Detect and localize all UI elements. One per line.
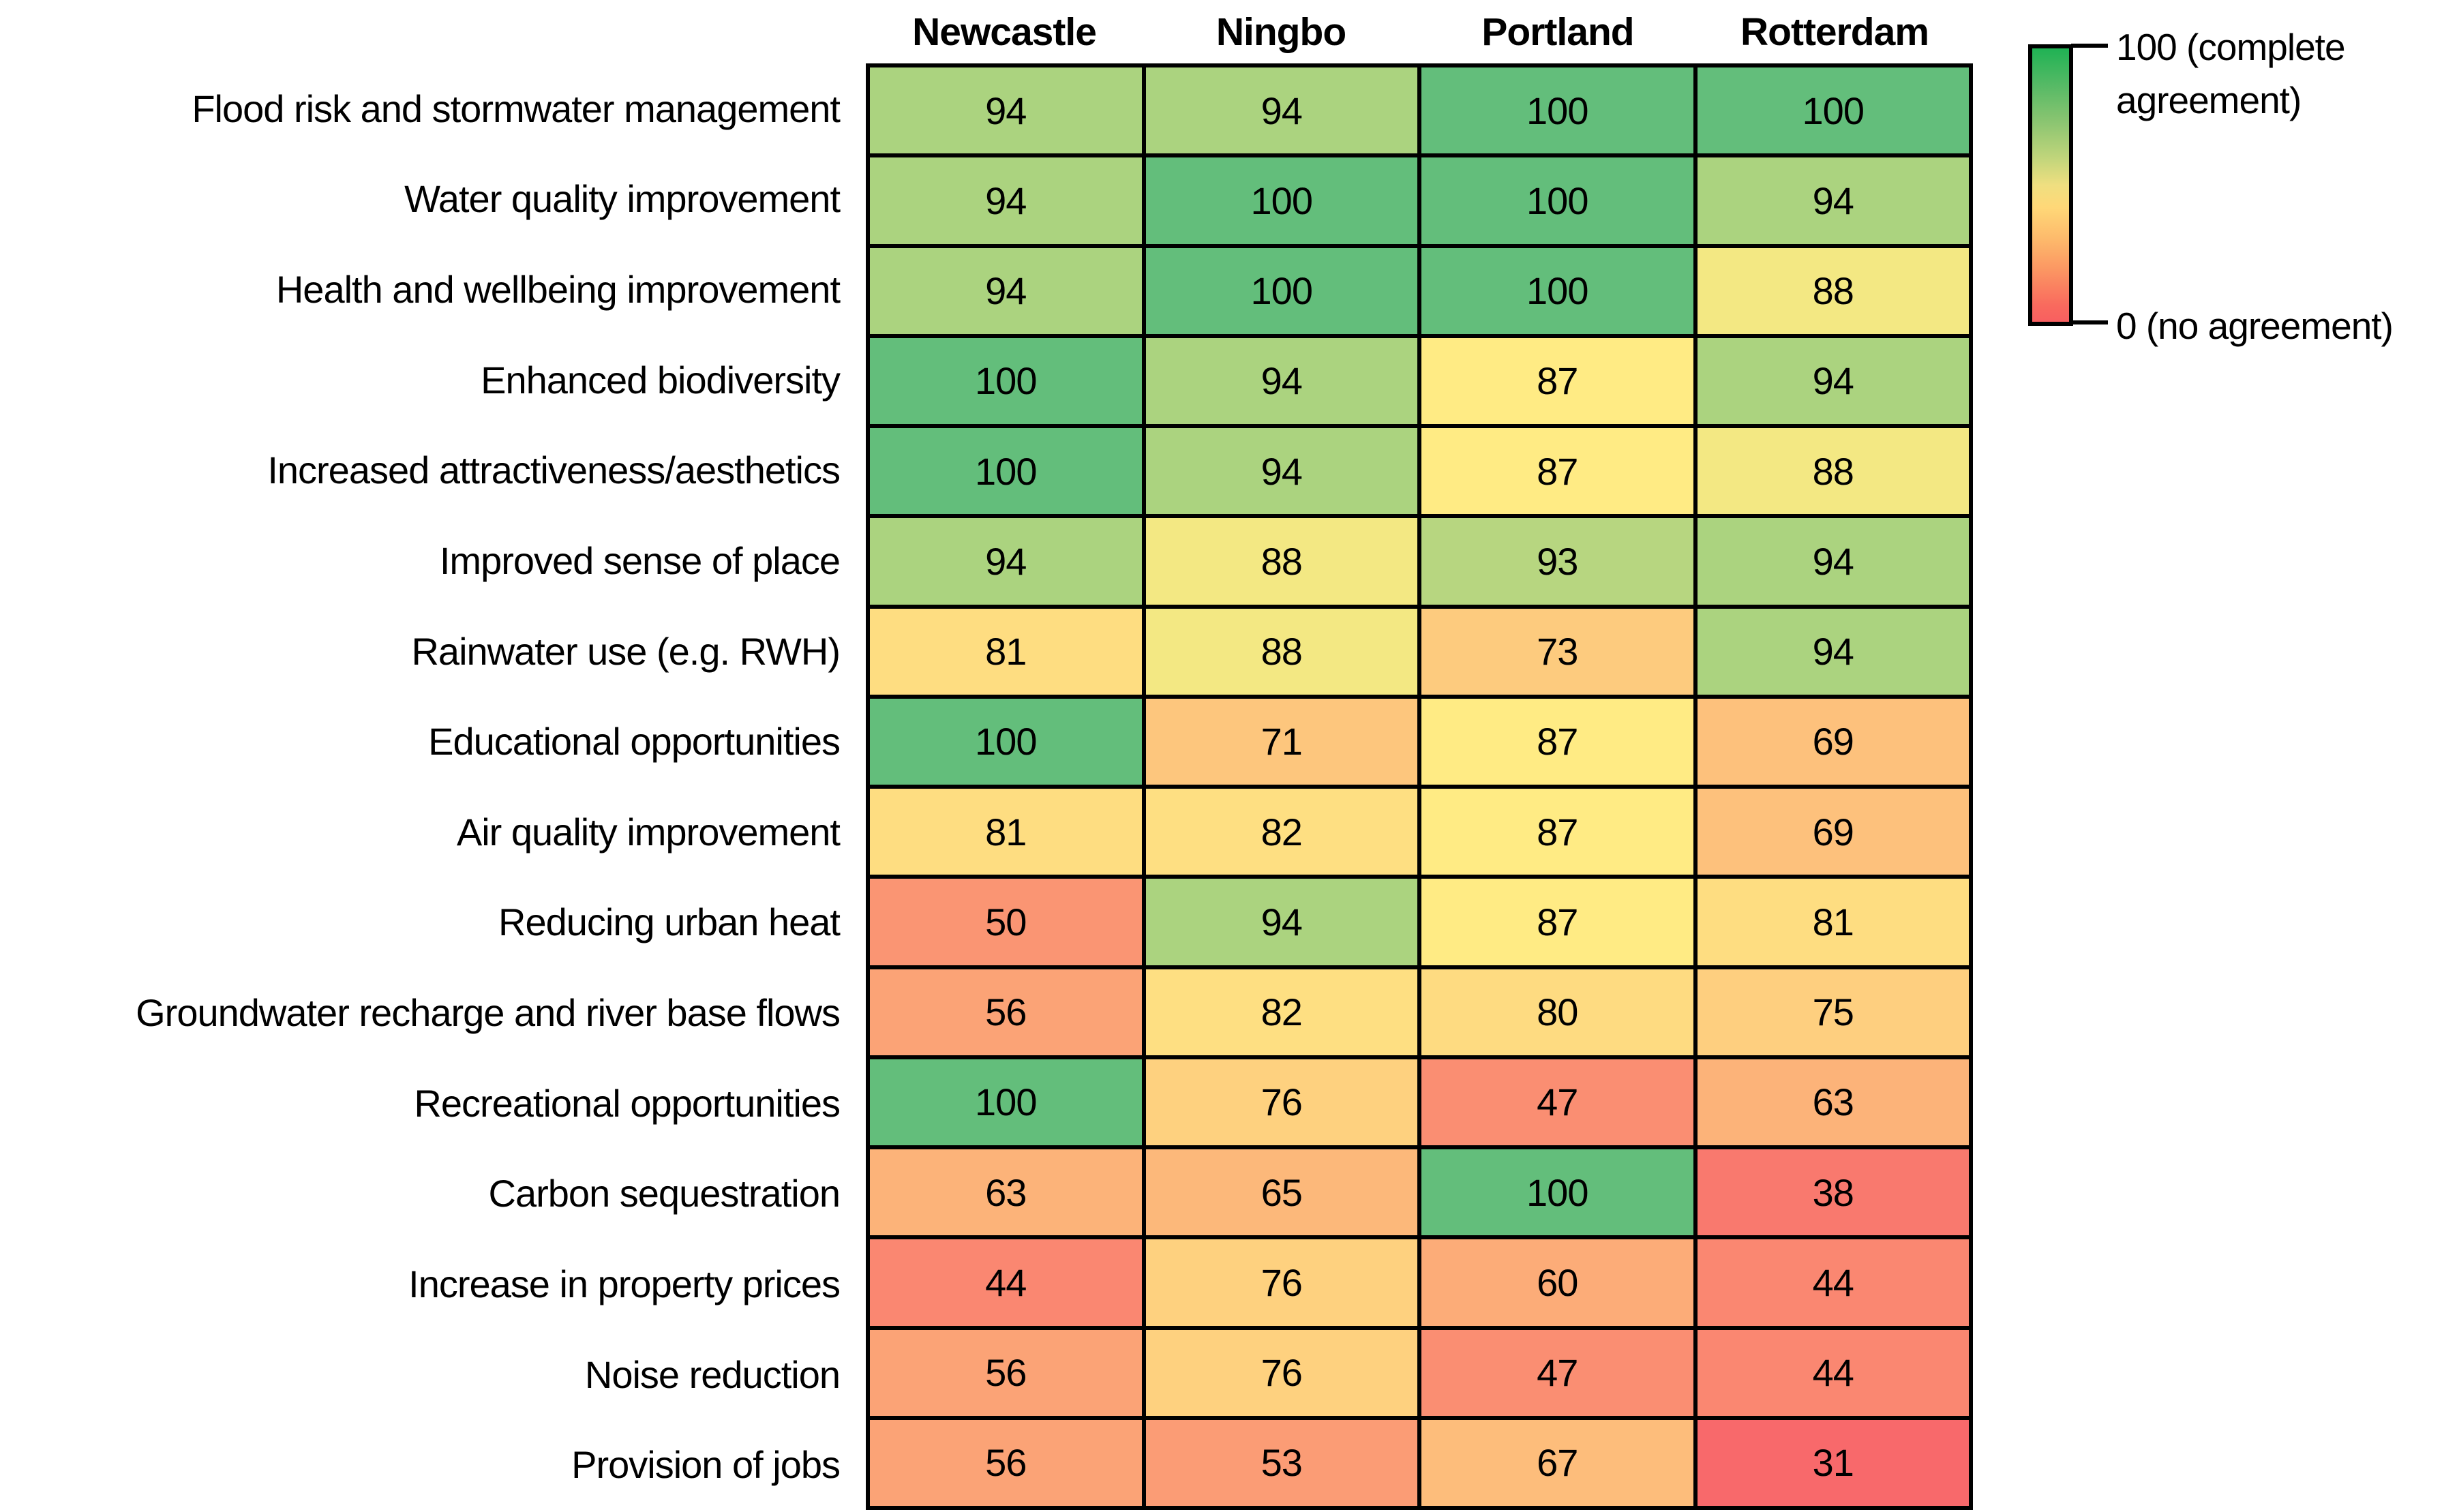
row-label: Recreational opportunities <box>414 1081 841 1125</box>
row-label: Enhanced biodiversity <box>481 358 841 402</box>
row-label: Carbon sequestration <box>488 1172 841 1215</box>
heatmap-grid: 94 94 100 100 94 100 100 94 94 100 100 88 100 94 87 94 1… <box>866 63 1973 1510</box>
heatmap-cell: 94 <box>868 245 1144 336</box>
heatmap-cell: 100 <box>1419 65 1695 156</box>
heatmap-cell: 100 <box>868 1057 1144 1147</box>
row-label: Rainwater use (e.g. RWH) <box>411 629 841 673</box>
heatmap-cell: 56 <box>868 1417 1144 1508</box>
heatmap-cell: 94 <box>1695 606 1971 697</box>
heatmap-cell: 47 <box>1419 1327 1695 1418</box>
heatmap-cell: 67 <box>1419 1417 1695 1508</box>
heatmap-cell: 94 <box>1695 155 1971 246</box>
heatmap-cell: 81 <box>868 606 1144 697</box>
legend-max-tick-mark <box>2071 44 2108 48</box>
legend-max-label: 100 (complete agreement) <box>2116 26 2346 121</box>
heatmap-cell: 82 <box>1143 787 1419 877</box>
heatmap-cell: 56 <box>868 1327 1144 1418</box>
heatmap-cell: 94 <box>868 65 1144 156</box>
heatmap-cell: 94 <box>1143 877 1419 967</box>
row-label: Reducing urban heat <box>498 901 841 944</box>
column-header-newcastle: Newcastle <box>912 10 1097 54</box>
heatmap-cell: 31 <box>1695 1417 1971 1508</box>
legend-min-tick-mark <box>2071 320 2108 324</box>
row-labels: Flood risk and stormwater management Wate… <box>0 63 866 1510</box>
heatmap-cell: 71 <box>1143 696 1419 787</box>
heatmap-cell: 44 <box>868 1237 1144 1328</box>
heatmap-cell: 100 <box>1419 1147 1695 1238</box>
row-label: Improved sense of place <box>439 539 841 582</box>
heatmap-cell: 87 <box>1419 787 1695 877</box>
heatmap-cell: 87 <box>1419 335 1695 426</box>
heatmap-cell: 100 <box>1695 65 1971 156</box>
heatmap-cell: 94 <box>1143 426 1419 517</box>
heatmap-cell: 94 <box>868 516 1144 607</box>
row-label: Health and wellbeing improvement <box>275 268 841 312</box>
row-label: Flood risk and stormwater management <box>192 87 841 130</box>
heatmap-cell: 88 <box>1695 245 1971 336</box>
heatmap-cell: 80 <box>1419 967 1695 1057</box>
row-label: Air quality improvement <box>456 810 841 853</box>
row-label: Increase in property prices <box>408 1262 841 1305</box>
heatmap-cell: 88 <box>1695 426 1971 517</box>
row-label: Increased attractiveness/aesthetics <box>267 449 841 492</box>
heatmap-cell: 94 <box>868 155 1144 246</box>
legend-colorbar <box>2028 44 2073 326</box>
heatmap-cell: 53 <box>1143 1417 1419 1508</box>
heatmap-cell: 100 <box>1419 245 1695 336</box>
heatmap-cell: 87 <box>1419 877 1695 967</box>
heatmap-cell: 63 <box>868 1147 1144 1238</box>
heatmap-cell: 100 <box>1419 155 1695 246</box>
heatmap-cell: 47 <box>1419 1057 1695 1147</box>
heatmap-cell: 93 <box>1419 516 1695 607</box>
heatmap-cell: 100 <box>868 696 1144 787</box>
heatmap-cell: 94 <box>1143 65 1419 156</box>
heatmap-cell: 100 <box>1143 155 1419 246</box>
row-label: Provision of jobs <box>571 1443 841 1487</box>
heatmap-cell: 100 <box>868 426 1144 517</box>
heatmap-cell: 44 <box>1695 1237 1971 1328</box>
column-header-portland: Portland <box>1481 10 1634 54</box>
heatmap-cell: 44 <box>1695 1327 1971 1418</box>
heatmap-cell: 38 <box>1695 1147 1971 1238</box>
heatmap-cell: 65 <box>1143 1147 1419 1238</box>
heatmap-cell: 94 <box>1143 335 1419 426</box>
heatmap-cell: 87 <box>1419 696 1695 787</box>
row-label: Groundwater recharge and river base flow… <box>136 991 841 1035</box>
heatmap-cell: 87 <box>1419 426 1695 517</box>
legend-min-label: 0 (no agreement) <box>2116 305 2394 347</box>
heatmap-cell: 73 <box>1419 606 1695 697</box>
row-label: Educational opportunities <box>428 720 841 763</box>
heatmap-cell: 63 <box>1695 1057 1971 1147</box>
heatmap-cell: 88 <box>1143 606 1419 697</box>
heatmap-cell: 60 <box>1419 1237 1695 1328</box>
heatmap-cell: 56 <box>868 967 1144 1057</box>
heatmap-cell: 81 <box>1695 877 1971 967</box>
heatmap-cell: 100 <box>868 335 1144 426</box>
column-headers: Newcastle Ningbo Portland Rotterdam <box>866 0 1973 63</box>
heatmap-cell: 81 <box>868 787 1144 877</box>
heatmap-cell: 88 <box>1143 516 1419 607</box>
row-label: Water quality improvement <box>404 177 841 221</box>
heatmap-cell: 76 <box>1143 1327 1419 1418</box>
column-header-ningbo: Ningbo <box>1216 10 1346 54</box>
heatmap-cell: 94 <box>1695 335 1971 426</box>
heatmap-cell: 94 <box>1695 516 1971 607</box>
heatmap-cell: 82 <box>1143 967 1419 1057</box>
heatmap-cell: 69 <box>1695 696 1971 787</box>
heatmap-cell: 50 <box>868 877 1144 967</box>
heatmap-cell: 75 <box>1695 967 1971 1057</box>
heatmap-cell: 69 <box>1695 787 1971 877</box>
heatmap-cell: 100 <box>1143 245 1419 336</box>
row-label: Noise reduction <box>584 1352 841 1396</box>
column-header-rotterdam: Rotterdam <box>1740 10 1929 54</box>
heatmap-cell: 76 <box>1143 1057 1419 1147</box>
heatmap-cell: 76 <box>1143 1237 1419 1328</box>
